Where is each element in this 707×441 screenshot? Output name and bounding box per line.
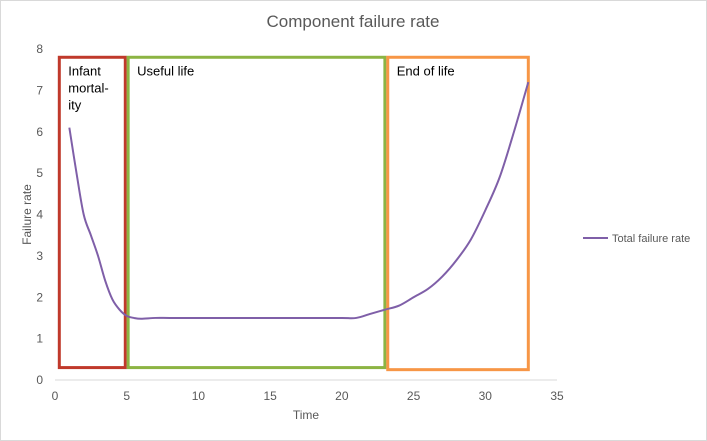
legend-label: Total failure rate bbox=[612, 233, 690, 245]
legend: Total failure rate bbox=[583, 233, 690, 245]
x-tick-label: 15 bbox=[263, 389, 277, 403]
x-tick-label: 25 bbox=[407, 389, 421, 403]
x-tick-label: 30 bbox=[479, 389, 493, 403]
y-tick-label: 6 bbox=[36, 125, 43, 139]
x-axis-label: Time bbox=[293, 408, 320, 422]
chart-title: Component failure rate bbox=[267, 12, 440, 31]
x-tick-label: 35 bbox=[550, 389, 564, 403]
x-tick-label: 0 bbox=[52, 389, 59, 403]
y-axis-label: Failure rate bbox=[20, 184, 34, 245]
series-layer bbox=[68, 81, 530, 320]
regions-layer: Infant mortal-ity Useful life End of life bbox=[57, 55, 530, 372]
y-tick-label: 2 bbox=[36, 290, 43, 304]
y-tick-labels: 0 1 2 3 4 5 6 7 8 bbox=[36, 42, 43, 387]
region-end-of-life: End of life bbox=[386, 55, 530, 372]
y-tick-label: 0 bbox=[36, 373, 43, 387]
y-tick-label: 4 bbox=[36, 208, 43, 222]
region-label: Useful life bbox=[137, 63, 194, 78]
y-tick-label: 3 bbox=[36, 249, 43, 263]
x-tick-label: 10 bbox=[192, 389, 206, 403]
y-tick-label: 1 bbox=[36, 332, 43, 346]
region-label: mortal- bbox=[68, 80, 108, 95]
y-tick-label: 5 bbox=[36, 166, 43, 180]
y-tick-label: 8 bbox=[36, 42, 43, 56]
region-label: Infant bbox=[68, 63, 101, 78]
series-line-total-failure-rate bbox=[68, 81, 530, 320]
x-tick-label: 5 bbox=[123, 389, 130, 403]
x-tick-label: 20 bbox=[335, 389, 349, 403]
x-tick-labels: 0 5 10 15 20 25 30 35 bbox=[52, 389, 564, 403]
region-label: ity bbox=[68, 97, 82, 112]
region-infant: Infant mortal-ity bbox=[57, 55, 127, 370]
region-box bbox=[57, 55, 127, 370]
region-useful-life: Useful life bbox=[126, 55, 387, 370]
region-label: End of life bbox=[397, 63, 455, 78]
region-box bbox=[126, 55, 387, 370]
y-tick-label: 7 bbox=[36, 83, 43, 97]
region-box bbox=[386, 55, 530, 372]
